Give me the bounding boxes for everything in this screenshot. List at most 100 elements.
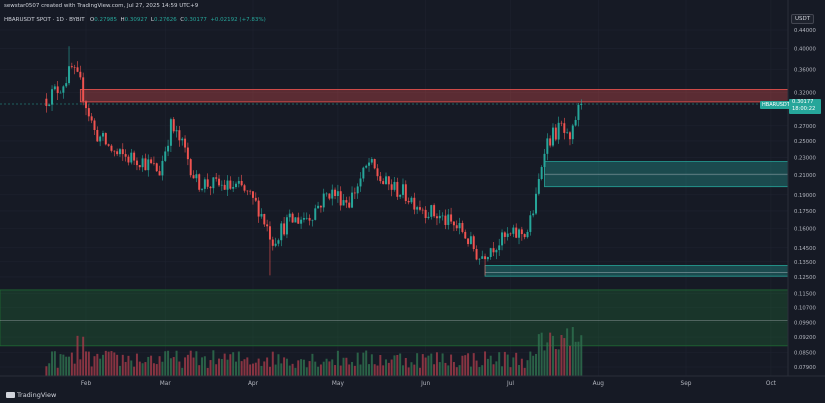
- candle-body[interactable]: [206, 179, 209, 187]
- candle-body[interactable]: [220, 184, 223, 186]
- candle-body[interactable]: [359, 178, 362, 187]
- candle-body[interactable]: [99, 136, 102, 142]
- accumulation-zone[interactable]: [0, 289, 789, 347]
- candle-body[interactable]: [404, 184, 407, 201]
- candle-body[interactable]: [243, 185, 246, 191]
- candle-body[interactable]: [294, 217, 297, 223]
- candle-body[interactable]: [189, 159, 192, 176]
- candle-body[interactable]: [489, 248, 492, 257]
- candle-body[interactable]: [277, 240, 280, 244]
- candle-body[interactable]: [181, 138, 184, 141]
- candle-body[interactable]: [424, 209, 427, 219]
- candle-body[interactable]: [353, 192, 356, 194]
- candle-body[interactable]: [464, 231, 467, 239]
- candle-body[interactable]: [195, 174, 198, 179]
- candle-body[interactable]: [492, 248, 495, 253]
- candle-body[interactable]: [158, 171, 161, 176]
- candle-body[interactable]: [529, 215, 532, 232]
- candle-body[interactable]: [433, 205, 436, 217]
- candle-body[interactable]: [532, 213, 535, 216]
- candle-body[interactable]: [144, 158, 147, 171]
- candle-body[interactable]: [291, 213, 294, 223]
- candle-body[interactable]: [274, 243, 277, 246]
- candle-body[interactable]: [331, 189, 334, 199]
- candle-body[interactable]: [506, 233, 509, 237]
- candle-body[interactable]: [70, 66, 73, 68]
- candle-body[interactable]: [127, 156, 130, 163]
- candle-body[interactable]: [56, 86, 59, 94]
- candle-body[interactable]: [478, 258, 481, 260]
- candle-body[interactable]: [302, 217, 305, 220]
- candle-body[interactable]: [447, 214, 450, 225]
- candle-body[interactable]: [455, 225, 458, 229]
- candle-body[interactable]: [484, 256, 487, 260]
- tradingview-logo[interactable]: TradingView: [6, 391, 56, 399]
- candle-body[interactable]: [444, 215, 447, 225]
- candle-body[interactable]: [266, 224, 269, 227]
- candle-body[interactable]: [546, 138, 549, 154]
- support-zone[interactable]: [484, 265, 789, 277]
- candle-body[interactable]: [201, 188, 204, 190]
- candle-body[interactable]: [526, 231, 529, 238]
- candle-body[interactable]: [549, 138, 552, 146]
- candle-body[interactable]: [435, 216, 438, 219]
- candle-body[interactable]: [566, 132, 569, 133]
- candle-body[interactable]: [382, 181, 385, 185]
- candle-body[interactable]: [319, 205, 322, 208]
- candle-body[interactable]: [237, 180, 240, 184]
- candle-body[interactable]: [268, 226, 271, 240]
- candle-body[interactable]: [235, 183, 237, 187]
- candle-body[interactable]: [167, 145, 170, 152]
- candle-body[interactable]: [246, 190, 249, 192]
- candle-body[interactable]: [223, 184, 226, 190]
- candle-body[interactable]: [79, 71, 82, 78]
- candle-body[interactable]: [76, 67, 79, 72]
- candle-body[interactable]: [370, 159, 373, 163]
- candle-body[interactable]: [218, 178, 221, 186]
- candle-body[interactable]: [297, 217, 300, 224]
- candle-body[interactable]: [399, 194, 402, 197]
- candle-body[interactable]: [334, 189, 337, 196]
- candle-body[interactable]: [362, 167, 365, 179]
- candle-body[interactable]: [520, 229, 523, 235]
- candle-body[interactable]: [209, 186, 212, 189]
- candle-body[interactable]: [300, 219, 303, 224]
- candle-body[interactable]: [101, 133, 104, 137]
- candle-body[interactable]: [175, 130, 178, 132]
- candle-body[interactable]: [121, 149, 124, 155]
- candle-body[interactable]: [475, 249, 478, 260]
- candle-body[interactable]: [150, 159, 153, 164]
- candle-body[interactable]: [379, 176, 382, 182]
- candle-body[interactable]: [543, 153, 546, 168]
- candle-body[interactable]: [147, 159, 150, 171]
- candle-body[interactable]: [73, 67, 76, 68]
- candle-body[interactable]: [280, 223, 283, 241]
- candle-body[interactable]: [107, 144, 110, 146]
- candle-body[interactable]: [421, 209, 424, 211]
- candle-body[interactable]: [82, 77, 85, 102]
- candle-body[interactable]: [138, 165, 141, 168]
- candle-body[interactable]: [481, 256, 484, 259]
- candle-body[interactable]: [387, 176, 390, 185]
- candle-body[interactable]: [53, 86, 56, 90]
- candle-body[interactable]: [498, 245, 501, 251]
- candle-body[interactable]: [254, 197, 257, 201]
- candle-body[interactable]: [368, 162, 371, 166]
- candle-body[interactable]: [325, 193, 328, 195]
- time-axis[interactable]: Feb Mar Apr May Jun Jul Aug Sep Oct: [81, 381, 777, 387]
- candle-body[interactable]: [203, 179, 206, 189]
- candle-body[interactable]: [472, 236, 475, 250]
- candle-body[interactable]: [469, 236, 472, 245]
- candle-body[interactable]: [441, 215, 444, 217]
- candle-body[interactable]: [229, 180, 232, 189]
- candle-body[interactable]: [413, 197, 416, 210]
- candle-body[interactable]: [535, 193, 537, 214]
- candle-body[interactable]: [393, 181, 396, 190]
- candle-body[interactable]: [509, 233, 512, 235]
- candle-body[interactable]: [351, 192, 354, 208]
- candle-body[interactable]: [62, 86, 65, 93]
- candle-body[interactable]: [130, 152, 133, 163]
- candle-body[interactable]: [401, 184, 404, 195]
- candle-body[interactable]: [501, 232, 504, 246]
- candle-body[interactable]: [110, 145, 113, 151]
